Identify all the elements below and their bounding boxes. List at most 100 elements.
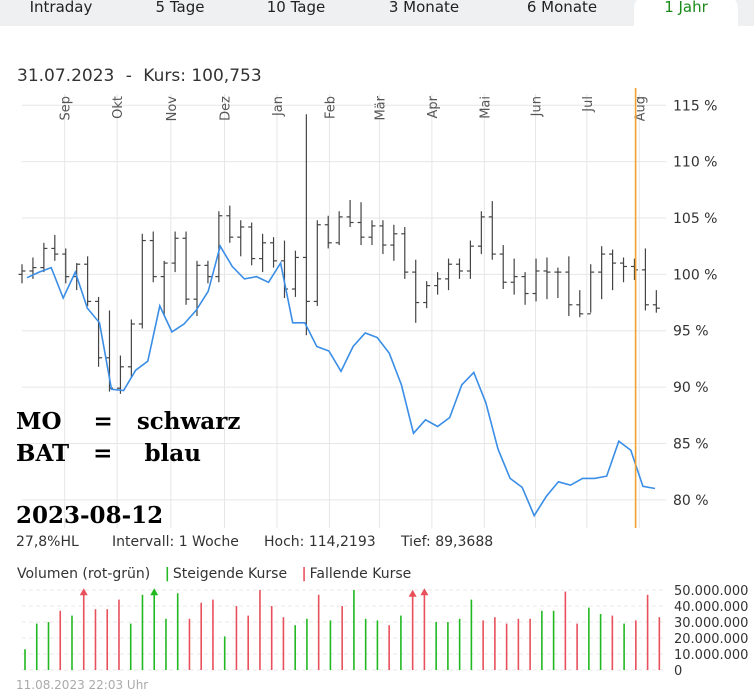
ohlc-bar — [62, 248, 70, 284]
ohlc-bar — [95, 296, 103, 367]
volume-legend-falling: Fallende Kurse — [309, 566, 412, 582]
ohlc-bar — [434, 272, 442, 295]
ohlc-bar — [499, 245, 507, 290]
ohlc-bar — [84, 256, 92, 306]
ohlc-bar — [204, 260, 212, 284]
ohlc-bar — [335, 211, 343, 246]
ohlc-bar — [587, 264, 595, 315]
volume-legend: Volumen (rot-grün) | Steigende Kurse | Fal… — [17, 566, 411, 582]
volume-overflow-arrow-icon — [420, 588, 429, 596]
annotation-bat: BAT = blau — [16, 440, 201, 467]
tab-5-tage[interactable]: 5 Tage — [155, 0, 205, 16]
ohlc-bar — [270, 237, 278, 268]
ohlc-bar — [160, 260, 168, 317]
ohlc-bar — [423, 281, 431, 309]
x-tick-label: Okt — [111, 96, 126, 119]
x-tick-label: Sep — [59, 96, 74, 121]
ohlc-bar — [630, 258, 638, 280]
ohlc-bar — [138, 233, 146, 329]
ohlc-bar — [259, 233, 267, 273]
volume-legend-rising: Steigende Kurse — [172, 566, 288, 582]
x-tick-label: Apr — [426, 95, 441, 118]
price-info: 31.07.2023 - Kurs: 100,753 — [17, 66, 262, 86]
stat-tief-label: Tief: — [401, 534, 431, 550]
ohlc-bar — [291, 250, 299, 297]
ohlc-bar — [554, 267, 562, 299]
y-tick-label: 85 % — [673, 436, 709, 452]
ohlc-bar — [18, 264, 26, 284]
ohlc-bar — [379, 220, 387, 255]
price-chart[interactable]: Sep Okt Nov Dez Jan Feb Mär Apr Mai Jun Jul Aug 80 … — [0, 86, 754, 678]
ohlc-bar — [324, 215, 332, 249]
ohlc-bar — [576, 290, 584, 318]
ohlc-bar — [193, 260, 201, 317]
volume-tick-label: 0 — [674, 664, 682, 678]
x-tick-label: Nov — [165, 96, 180, 122]
ohlc-bar — [182, 231, 190, 305]
ohlc-bar — [302, 114, 310, 336]
volume-legend-title: Volumen (rot-grün) — [17, 566, 151, 582]
x-tick-label: Mai — [478, 96, 493, 119]
annotation-mo: MO = schwarz — [16, 408, 241, 435]
x-tick-label: Feb — [323, 96, 338, 119]
ohlc-bar — [40, 242, 48, 273]
tab-6-monate[interactable]: 6 Monate — [526, 0, 598, 16]
stat-hoch-label: Hoch: — [264, 534, 305, 550]
rising-swatch-icon: | — [164, 566, 170, 582]
tab-10-tage[interactable]: 10 Tage — [266, 0, 326, 16]
ohlc-bar — [215, 211, 223, 283]
ohlc-bar — [565, 256, 573, 317]
ohlc-bar — [116, 355, 124, 394]
annotation-date: 2023-08-12 — [16, 502, 164, 529]
x-tick-label: Aug — [633, 96, 648, 121]
volume-tick-label: 40.000.000 — [674, 600, 748, 615]
stat-intervall-label: Intervall: — [112, 534, 175, 550]
info-date: 31.07.2023 — [17, 66, 115, 86]
tab-intraday[interactable]: Intraday — [29, 0, 93, 16]
ohlc-bar — [620, 257, 628, 283]
info-kurs-label: Kurs: — [143, 66, 186, 86]
ohlc-bar — [532, 258, 540, 302]
ohlc-bar — [357, 202, 365, 246]
y-tick-label: 110 % — [673, 155, 717, 171]
volume-overflow-arrow-icon — [79, 588, 88, 596]
ohlc-bar — [127, 319, 135, 379]
x-tick-label: Jan — [271, 96, 286, 117]
y-tick-label: 115 % — [673, 98, 717, 114]
ohlc-bar — [313, 220, 321, 306]
ohlc-bar — [368, 220, 376, 246]
info-separator: - — [125, 66, 132, 86]
tab-1-jahr[interactable]: 1 Jahr — [634, 0, 738, 26]
volume-overflow-arrow-icon — [408, 589, 417, 597]
ohlc-bar — [390, 224, 398, 261]
volume-tick-label: 20.000.000 — [674, 632, 748, 647]
ohlc-bar — [543, 257, 551, 300]
volume-tick-label: 30.000.000 — [674, 616, 748, 631]
period-tab-bar: Intraday 5 Tage 10 Tage 3 Monate 6 Monat… — [0, 0, 754, 26]
x-tick-label: Mär — [373, 95, 388, 120]
x-tick-label: Jul — [581, 96, 596, 113]
ohlc-bar — [488, 201, 496, 260]
ohlc-bar — [346, 199, 354, 228]
ohlc-bar — [401, 227, 409, 279]
y-tick-label: 100 % — [673, 267, 717, 283]
ohlc-bar — [412, 259, 420, 323]
stat-tief-value: 89,3688 — [435, 534, 494, 550]
volume-overflow-arrow-icon — [150, 588, 159, 596]
y-tick-label: 90 % — [673, 380, 709, 396]
falling-swatch-icon: | — [301, 566, 307, 582]
stat-hoch-value: 114,2193 — [308, 534, 376, 550]
ohlc-bar — [226, 205, 234, 243]
y-tick-label: 105 % — [673, 211, 717, 227]
tab-3-monate[interactable]: 3 Monate — [388, 0, 460, 16]
update-timestamp: 11.08.2023 22:03 Uhr — [16, 678, 149, 692]
x-tick-label: Dez — [219, 96, 234, 121]
ohlc-bar — [248, 222, 256, 266]
ohlc-bar — [510, 258, 518, 295]
stat-hoch: Hoch: 114,2193 — [264, 534, 376, 550]
ohlc-bar — [598, 246, 606, 300]
ohlc-bar — [455, 258, 463, 279]
stat-tief: Tief: 89,3688 — [401, 534, 493, 550]
ohlc-bar — [51, 234, 59, 261]
x-tick-label: Jun — [530, 96, 545, 117]
